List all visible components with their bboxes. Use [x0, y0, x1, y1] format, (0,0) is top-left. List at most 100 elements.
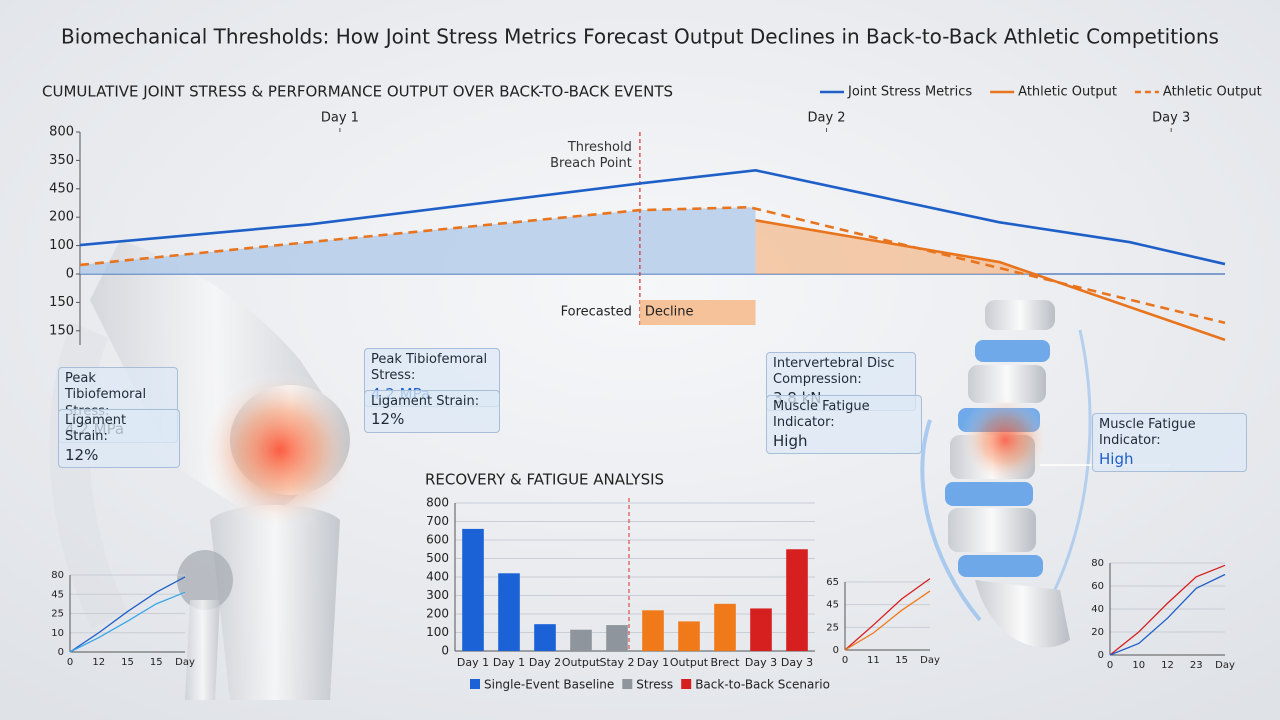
line [79, 169, 1226, 266]
y-tick-label: 10 [51, 628, 64, 639]
x-tick-label: Stay 2 [599, 656, 634, 669]
x-tick-label: Day 1 [637, 656, 669, 669]
bar [498, 573, 520, 651]
x-tick-label: Day 2 [808, 111, 846, 126]
y-tick-label: 500 [426, 551, 449, 565]
callout-label: Ligament Strain: [371, 394, 480, 409]
y-tick-label: 0 [441, 644, 449, 658]
y-tick-label: 450 [49, 181, 74, 196]
line [1109, 573, 1226, 656]
y-tick-label: 150 [49, 323, 74, 338]
area [80, 207, 756, 274]
x-tick-label: Day [175, 657, 195, 668]
y-tick-label: 600 [426, 533, 449, 547]
y-tick-label: 0 [66, 267, 74, 282]
bar [570, 629, 592, 651]
x-tick-label: Day [1215, 660, 1235, 671]
forecast-band [639, 300, 756, 325]
x-tick-label: 0 [67, 657, 73, 668]
x-tick-label: Day 1 [321, 111, 359, 126]
legend-item: Athletic Output [990, 85, 1117, 100]
y-tick-label: 400 [426, 570, 449, 584]
y-tick-label: 80 [51, 570, 64, 581]
threshold-label: Threshold Breach Point [550, 140, 632, 171]
callout-label: Muscle Fatigue Indicator: [1099, 417, 1196, 449]
bar [606, 625, 628, 651]
legend-label: Back-to-Back Scenario [695, 678, 830, 692]
legend-item: Stress [622, 678, 673, 692]
forecast-band-label: Decline [645, 305, 694, 320]
y-tick-label: 80 [1091, 558, 1104, 569]
y-tick-label: 25 [826, 622, 839, 633]
callout-value: 12% [65, 445, 99, 464]
y-tick-label: 100 [426, 625, 449, 639]
spine-illustration [920, 300, 1170, 648]
y-tick-label: 200 [426, 607, 449, 621]
x-tick-label: Day 3 [781, 656, 813, 669]
x-tick-label: 0 [1107, 660, 1113, 671]
callout-label: Peak Tibiofemoral Stress: [371, 352, 488, 384]
callout-label: Intervertebral Disc Compression: [773, 356, 895, 388]
x-tick-label: 0 [842, 655, 848, 666]
x-tick-label: 10 [1132, 660, 1145, 671]
bar [786, 549, 808, 651]
x-tick-label: 15 [895, 655, 908, 666]
y-tick-label: 40 [1091, 604, 1104, 615]
callout-value: 12% [371, 410, 405, 429]
x-tick-label: Output [670, 656, 709, 669]
line [69, 591, 186, 653]
callout: Muscle Fatigue Indicator: High [766, 395, 922, 455]
callout-label: Muscle Fatigue Indicator: [773, 399, 870, 431]
chart-title: RECOVERY & FATIGUE ANALYSIS [425, 471, 664, 489]
x-tick-label: Day 3 [745, 656, 777, 669]
y-tick-label: 45 [826, 600, 839, 611]
bar [678, 621, 700, 651]
bar [462, 528, 484, 651]
callout-value: High [1099, 449, 1134, 468]
forecast-label: Forecasted [561, 305, 632, 320]
chart-title: CUMULATIVE JOINT STRESS & PERFORMANCE OU… [42, 83, 673, 101]
x-tick-label: 15 [150, 657, 163, 668]
x-tick-label: 12 [1161, 660, 1174, 671]
callout: Ligament Strain: 12% [58, 409, 180, 469]
line [844, 578, 931, 651]
y-tick-label: 150 [49, 295, 74, 310]
x-tick-label: Day 1 [457, 656, 489, 669]
y-tick-label: 800 [426, 496, 449, 510]
legend-item: Single-Event Baseline [470, 678, 614, 692]
bar [750, 608, 772, 651]
page-title: Biomechanical Thresholds: How Joint Stre… [61, 25, 1219, 49]
y-tick-label: 100 [49, 238, 74, 253]
callout-value: High [773, 431, 808, 450]
legend-swatch [622, 679, 633, 689]
legend-label: Joint Stress Metrics [847, 85, 972, 100]
x-tick-label: 23 [1190, 660, 1203, 671]
line [1109, 564, 1226, 656]
x-tick-label: 15 [121, 657, 134, 668]
legend-swatch [681, 679, 692, 689]
y-tick-label: 60 [1091, 581, 1104, 592]
y-tick-label: 45 [51, 589, 64, 600]
y-tick-label: 800 [49, 125, 74, 140]
y-tick-label: 700 [426, 514, 449, 528]
y-tick-label: 0 [58, 647, 64, 658]
y-tick-label: 65 [826, 577, 839, 588]
line [69, 576, 186, 653]
x-tick-label: Day [920, 655, 940, 666]
bar [714, 603, 736, 651]
legend-item: Athletic Output [1134, 85, 1262, 100]
callout-label: Ligament Strain: [65, 413, 127, 445]
y-tick-label: 300 [426, 588, 449, 602]
legend-label: Stress [636, 678, 673, 692]
legend-label: Single-Event Baseline [484, 678, 614, 692]
legend-item: Joint Stress Metrics [820, 85, 972, 100]
line [755, 219, 1226, 342]
line [844, 590, 931, 651]
x-tick-label: 12 [92, 657, 105, 668]
legend-swatch [470, 679, 480, 689]
y-tick-label: 25 [51, 609, 64, 620]
x-tick-label: Day 3 [1152, 111, 1190, 126]
line [79, 205, 1226, 325]
